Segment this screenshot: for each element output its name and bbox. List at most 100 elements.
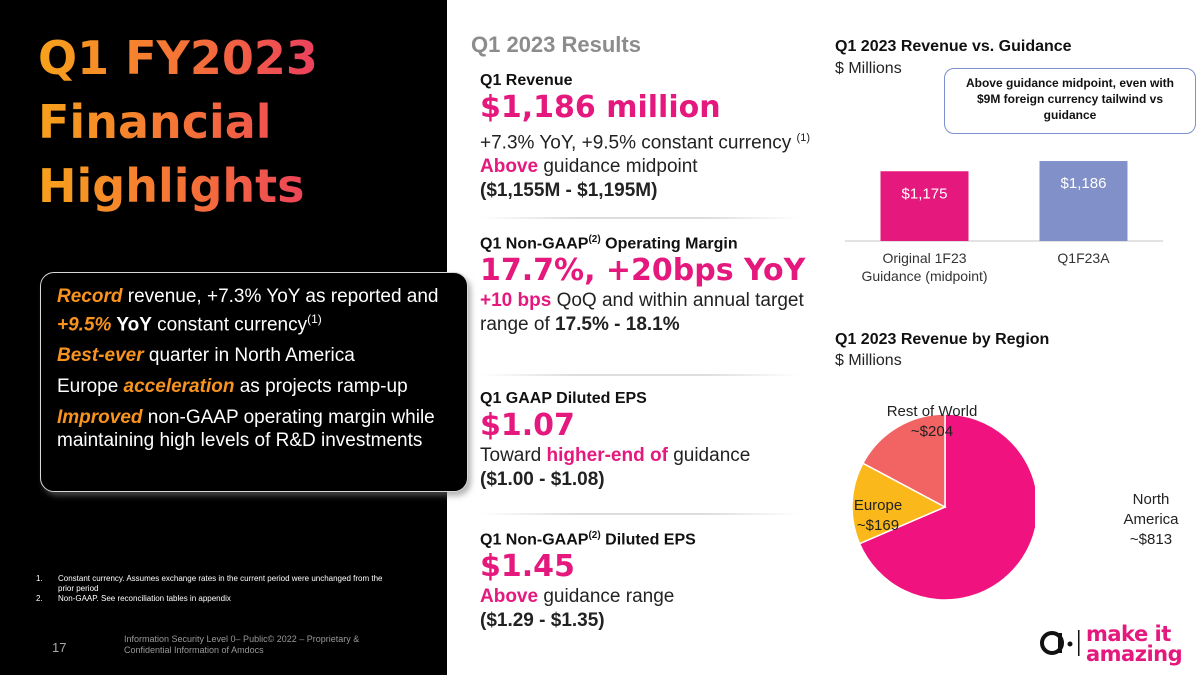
highlight-emphasis: Improved (57, 407, 143, 429)
metric-range: ($1,155M - $1,195M) (480, 180, 658, 202)
revenue-by-region-chart (851, 413, 1035, 601)
metric-value: $1.45 (480, 549, 575, 585)
metric-revenue: Q1 Revenue $1,186 million +7.3% YoY, +9.… (480, 72, 810, 203)
metric-detail: Above guidance midpoint (480, 155, 810, 179)
metric-text: guidance range (538, 586, 675, 608)
metric-gaap-eps: Q1 GAAP Diluted EPS $1.07 Toward higher-… (480, 390, 810, 492)
pie-label-europe: Europe ~$169 (838, 496, 918, 536)
metric-value: 17.7%, +20bps YoY (480, 253, 806, 289)
footnote-number: 1. (36, 574, 43, 583)
brand-tagline: make it amazing (1086, 622, 1183, 666)
metric-label: Q1 GAAP Diluted EPS (480, 390, 647, 407)
metric-value: $1,186 million (480, 90, 721, 125)
pie-slice (858, 413, 1035, 601)
highlight-emphasis: Best-ever (57, 345, 144, 367)
highlight-bold: YoY (111, 314, 152, 336)
metric-highlight: Above (480, 156, 539, 178)
highlight-emphasis: +9.5% (57, 314, 112, 336)
bar (880, 171, 969, 241)
tagline-line-1: make it (1086, 622, 1171, 646)
metric-highlight: +10 bps (480, 290, 552, 312)
metric-range: ($1.00 - $1.08) (480, 469, 605, 490)
guidance-callout: Above guidance midpoint, even with $9M f… (944, 68, 1196, 134)
footnote-number: 2. (36, 594, 43, 603)
metric-label-text: Operating Margin (600, 235, 738, 253)
title-line-1: Q1 FY2023 (38, 31, 318, 85)
metric-detail: Above guidance range (480, 585, 810, 609)
bar-chart-subtitle: $ Millions (835, 60, 902, 77)
pie-label-value: ~$204 (910, 423, 954, 440)
footnotes: 1. Constant currency. Assumes exchange ra… (36, 574, 396, 604)
footnote-text: Constant currency. Assumes exchange rate… (58, 574, 383, 593)
highlights-box: Record revenue, +7.3% YoY as reported an… (40, 272, 468, 492)
metric-detail: +7.3% YoY, +9.5% constant currency (1) (480, 126, 810, 155)
highlight-text: constant currency (151, 314, 308, 336)
metric-text: guidance midpoint (538, 156, 698, 178)
highlight-item: Europe acceleration as projects ramp-up (57, 375, 451, 398)
metric-highlight: Above (480, 586, 539, 608)
bar (1039, 161, 1128, 241)
divider (480, 374, 800, 376)
pie-chart-title: Q1 2023 Revenue by Region (835, 331, 1050, 348)
footnote-text: Non-GAAP. See reconciliation tables in a… (58, 594, 231, 603)
pie-label-value: ~$169 (856, 517, 900, 534)
pie-chart-subtitle: $ Millions (835, 352, 902, 369)
results-title: Q1 2023 Results (471, 32, 641, 57)
metric-label: Q1 Non-GAAP(2) Diluted EPS (480, 530, 810, 549)
pie-label-north-america: North America ~$813 (1111, 490, 1191, 550)
highlight-item: Improved non-GAAP operating margin while… (57, 406, 451, 452)
left-panel: Q1 FY2023 Financial Highlights Record re… (0, 0, 468, 675)
footnote-ref: (1) (796, 132, 810, 144)
footnote: 1. Constant currency. Assumes exchange ra… (36, 574, 396, 594)
metric-text: QoQ and within annual target range of (480, 290, 804, 336)
footnote-ref: (2) (588, 234, 601, 245)
highlight-text: quarter in North America (143, 345, 355, 367)
bar-category-label: Guidance (midpoint) (861, 268, 987, 284)
divider (480, 513, 800, 515)
metric-text: +7.3% YoY, +9.5% constant currency (480, 132, 797, 154)
highlight-text: as projects ramp-up (234, 376, 408, 398)
footnote-ref: (1) (307, 312, 322, 326)
highlight-text: revenue, +7.3% YoY as reported and (122, 286, 439, 307)
title-line-3: Highlights (38, 159, 305, 213)
confidentiality-notice: Information Security Level 0– Public© 20… (124, 634, 360, 655)
highlight-emphasis: Record (57, 286, 123, 307)
bar-data-label: $1,186 (1061, 175, 1107, 192)
amdocs-logo-icon (1040, 630, 1080, 656)
bar-data-label: $1,175 (902, 185, 948, 202)
page-number: 17 (52, 640, 67, 655)
metric-text: Toward (480, 445, 547, 466)
highlight-emphasis: acceleration (123, 376, 235, 398)
metric-range: 17.5% - 18.1% (555, 314, 680, 336)
tagline-line-2: amazing (1086, 642, 1183, 666)
metric-range: ($1.29 - $1.35) (480, 610, 605, 632)
footnote: 2. Non-GAAP. See reconciliation tables in… (36, 594, 396, 604)
revenue-vs-guidance-chart: $1,175 Original 1F23 Guidance (midpoint) $1… (845, 161, 1163, 284)
page-title: Q1 FY2023 Financial Highlights (38, 26, 418, 218)
bar-category-label: Original 1F23 (882, 250, 966, 266)
pie-label-name: Europe (853, 497, 903, 514)
metric-detail: +10 bps QoQ and within annual target ran… (480, 289, 810, 337)
pie-slice (861, 413, 946, 509)
title-line-2: Financial (38, 95, 272, 149)
metric-operating-margin: Q1 Non-GAAP(2) Operating Margin 17.7%, +… (480, 234, 810, 337)
metric-value: $1.07 (480, 408, 575, 443)
metric-nongaap-eps: Q1 Non-GAAP(2) Diluted EPS $1.45 Above g… (480, 530, 810, 633)
metric-label: Q1 Non-GAAP(2) Operating Margin (480, 234, 810, 253)
pie-label-rest-of-world: Rest of World ~$204 (870, 402, 994, 442)
footnote-ref: (2) (588, 530, 601, 541)
pie-label-name: North America (1123, 491, 1179, 528)
metric-label: Q1 Revenue (480, 72, 573, 89)
divider (480, 217, 800, 219)
pie-label-name: Rest of World (886, 403, 978, 420)
metric-detail: Toward higher-end of guidance (480, 444, 810, 468)
pie-slice (851, 462, 947, 545)
bar-category-label: Q1F23A (1057, 250, 1110, 266)
metric-label-text: Q1 Non-GAAP (480, 531, 589, 549)
metric-label-text: Q1 Non-GAAP (480, 235, 589, 253)
metric-label-text: Diluted EPS (600, 531, 696, 549)
bar-chart-title: Q1 2023 Revenue vs. Guidance (835, 38, 1072, 55)
highlight-text: Europe (57, 376, 124, 398)
highlight-item: Best-ever quarter in North America (57, 344, 451, 367)
pie-label-value: ~$813 (1129, 531, 1173, 548)
